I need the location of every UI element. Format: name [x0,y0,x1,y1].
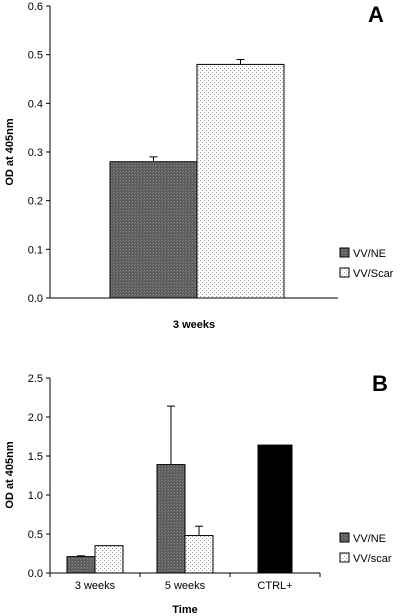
panel-a-legend-label: VV/NE [353,248,386,260]
panel-b-legend-swatch [339,552,350,563]
panel-b-legend-swatch [339,532,350,543]
panel-b-y-tick-label: 1.0 [28,490,43,502]
panel-b-x-ticks: 3 weeks 5 weeks CTRL+ [49,573,321,592]
panel-a-y-tick-label: 0.4 [28,98,43,110]
panel-b-x-tick-label: CTRL+ [257,580,292,592]
panel-b-y-tick-label: 2.5 [28,373,43,385]
panel-a-legend-label: VV/Scar [353,268,394,280]
panel-a-legend: VV/NE VV/Scar [339,247,394,280]
panel-b-y-tick-label: 1.5 [28,451,43,463]
panel-a-y-tick-label: 0.5 [28,50,43,62]
panel-a-y-tick-label: 0.3 [28,147,43,159]
panel-a-y-tick-label: 0.6 [28,1,43,13]
panel-b-bar-vv-ne [156,464,186,574]
panel-b-legend-label: VV/NE [353,533,386,545]
panel-b-x-axis-label: Time [172,604,197,616]
panel-b-legend-label: VV/scar [353,553,392,565]
panel-a-bars [109,59,285,299]
panel-b-chart: B OD at 405nm Time 0.0 0.5 1.0 1.5 2.0 2.5 3 … [4,371,392,616]
panel-a-bar-vv-scar [196,63,285,299]
panel-b-y-tick-label: 0.5 [28,529,43,541]
panel-a-y-tick-label: 0.0 [28,293,43,305]
panel-b-y-tick-label: 2.0 [28,412,43,424]
panel-a-y-ticks: 0.0 0.1 0.2 0.3 0.4 0.5 0.6 [28,1,50,305]
panel-b-y-ticks: 0.0 0.5 1.0 1.5 2.0 2.5 [28,373,50,580]
panel-b-bar-ctrl-plus [257,444,293,574]
panel-a-legend-swatch [339,267,350,278]
panel-b-bar-vv-scar [94,545,124,574]
panel-b-x-tick-label: 3 weeks [75,580,116,592]
panel-a-x-axis-label: 3 weeks [173,319,215,331]
panel-a-y-axis-label: OD at 405nm [4,118,16,185]
panel-b-x-tick-label: 5 weeks [165,580,206,592]
panel-a-legend-swatch [339,247,350,258]
panel-b-bar-vv-ne [66,556,96,574]
panel-a-chart: A OD at 405nm 3 weeks 0.0 0.1 0.2 0.3 0.4 0.5… [4,1,394,331]
panel-b-legend: VV/NE VV/scar [339,532,392,565]
panel-a-letter: A [368,2,384,27]
panel-a-bar-vv-ne [109,161,198,299]
panel-a-y-tick-label: 0.2 [28,196,43,208]
panel-b-letter: B [372,371,388,396]
panel-b-y-tick-label: 0.0 [28,568,43,580]
panel-b-bars [66,405,293,574]
panel-a-y-tick-label: 0.1 [28,244,43,256]
panel-b-bar-vv-scar [184,535,214,574]
panel-b-y-axis-label: OD at 405nm [4,441,16,508]
